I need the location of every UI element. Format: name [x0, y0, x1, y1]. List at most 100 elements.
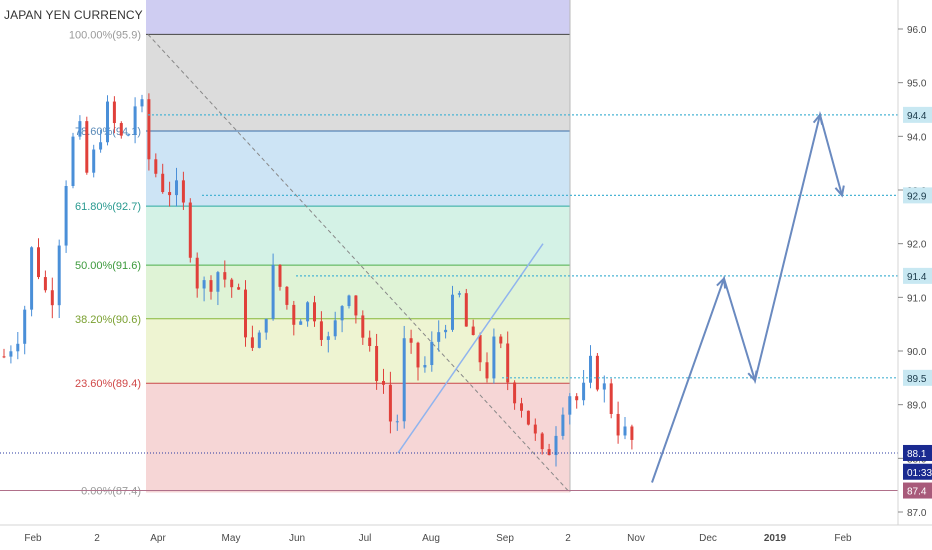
candle-body — [154, 159, 158, 174]
candle — [561, 407, 565, 440]
candle-body — [582, 382, 586, 401]
candle — [64, 180, 68, 253]
candle-body — [464, 293, 468, 327]
candle — [230, 277, 234, 298]
candle — [457, 290, 461, 298]
candle-body — [140, 99, 144, 107]
candle — [257, 330, 261, 349]
price-tag-label: 91.4 — [907, 272, 927, 283]
candle-body — [175, 180, 178, 196]
fib-level-label: 0.00%(87.4) — [81, 486, 141, 498]
candle-body — [237, 287, 241, 290]
candle-body — [313, 302, 316, 322]
fib-zone — [146, 318, 570, 384]
candle-body — [188, 202, 192, 258]
candle-body — [147, 99, 151, 160]
x-tick-label: 2 — [565, 533, 571, 544]
x-tick-label: May — [222, 533, 241, 544]
candle — [540, 432, 544, 455]
candle — [388, 371, 392, 434]
candle — [161, 163, 165, 194]
candle — [147, 93, 151, 171]
candle-body — [64, 186, 68, 246]
candle — [402, 325, 406, 429]
candle-body — [430, 341, 434, 366]
candle-body — [271, 264, 275, 319]
candle-body — [492, 336, 496, 379]
candle — [568, 393, 572, 425]
fib-level-label: 50.00%(91.6) — [75, 260, 141, 272]
candle — [492, 328, 496, 384]
candle — [554, 426, 558, 467]
candle — [50, 277, 54, 319]
x-tick-label: 2 — [94, 533, 100, 544]
candle-body — [257, 332, 261, 348]
price-tag-label: 89.5 — [907, 374, 927, 385]
candle-body — [161, 173, 165, 193]
candle — [630, 424, 634, 450]
candle-body — [354, 295, 358, 316]
candle — [416, 341, 420, 381]
y-tick-label: 87.0 — [907, 508, 927, 519]
candle — [195, 252, 199, 298]
candle — [589, 345, 592, 389]
fib-diagonal — [147, 34, 569, 491]
candle-body — [402, 338, 406, 422]
candle-body — [30, 247, 34, 310]
trend-line — [397, 243, 544, 454]
candle — [126, 133, 130, 137]
candle-body — [623, 426, 627, 436]
candle-body — [395, 421, 399, 423]
candle — [133, 97, 137, 144]
projection-path — [651, 110, 845, 483]
candle — [499, 334, 503, 349]
candle — [437, 320, 441, 352]
x-tick-label: 2019 — [764, 533, 787, 544]
candle-body — [554, 435, 558, 456]
candle — [285, 285, 289, 310]
candle — [623, 416, 627, 440]
candle — [237, 283, 241, 290]
price-tag-label: 87.4 — [907, 487, 927, 498]
candle — [71, 132, 75, 189]
candle — [106, 95, 109, 146]
candle — [361, 310, 365, 345]
candle — [347, 294, 351, 309]
y-tick-label: 89.0 — [907, 401, 927, 412]
candle — [244, 280, 247, 347]
candle — [202, 276, 206, 302]
y-tick-label: 95.0 — [907, 79, 927, 90]
candle — [368, 330, 372, 352]
candle-body — [168, 192, 172, 196]
candle-body — [471, 326, 475, 336]
candle-body — [416, 342, 420, 368]
candle — [16, 331, 20, 360]
candle-body — [250, 337, 254, 348]
candle-body — [112, 101, 116, 124]
candle-body — [230, 279, 234, 288]
candle-body — [437, 332, 441, 342]
fib-zone — [146, 490, 570, 493]
candle-body — [99, 142, 103, 150]
candle-body — [119, 123, 123, 136]
candle — [264, 318, 268, 340]
candle — [9, 345, 13, 364]
x-tick-label: Feb — [834, 533, 852, 544]
fib-top-band — [146, 0, 570, 35]
candle — [78, 115, 82, 140]
candle — [409, 329, 413, 354]
candle-body — [223, 272, 227, 280]
candle-body — [23, 309, 27, 344]
candle — [595, 353, 599, 392]
price-tag — [903, 369, 932, 386]
arrow-head — [716, 276, 727, 289]
candle-body — [361, 315, 365, 338]
candle-body — [375, 345, 379, 382]
x-tick-label: Nov — [627, 533, 645, 544]
candle — [57, 239, 61, 318]
arrow-head — [834, 185, 845, 198]
arrow-head — [747, 370, 758, 383]
candle-body — [368, 337, 372, 346]
candle-body — [306, 302, 310, 322]
